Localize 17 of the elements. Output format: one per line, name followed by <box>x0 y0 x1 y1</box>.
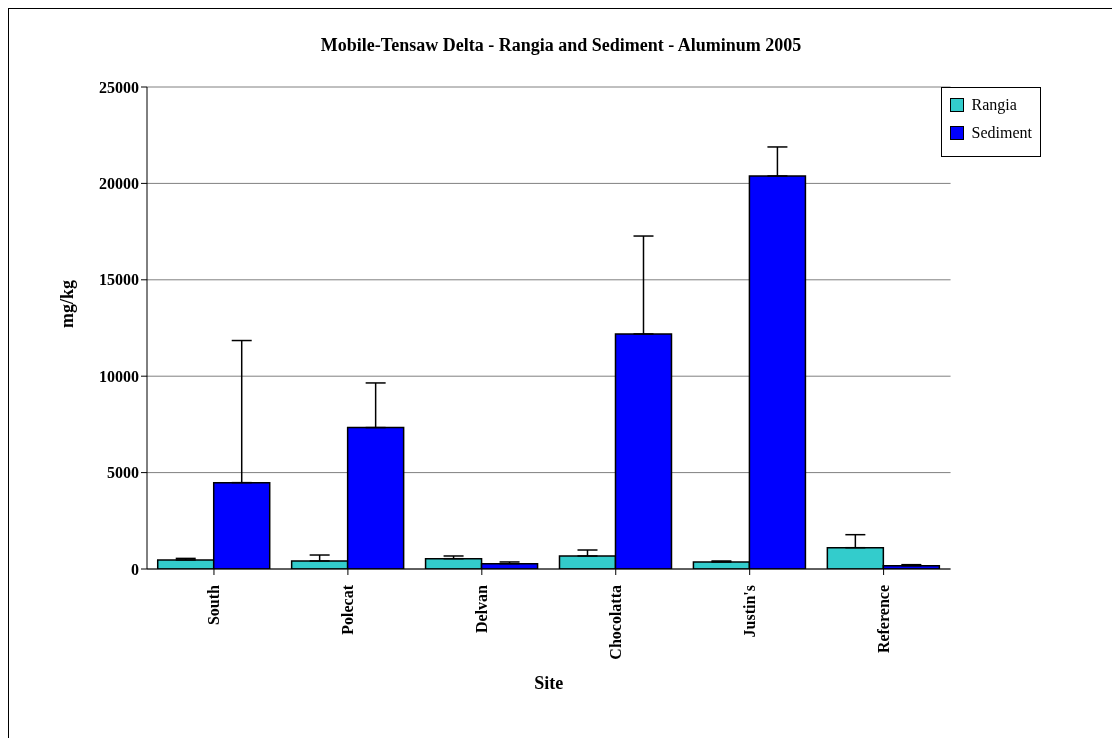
x-tick-label: Reference <box>875 585 893 654</box>
y-tick-label: 10000 <box>99 367 139 385</box>
y-tick-label: 15000 <box>99 271 139 289</box>
y-tick-label: 5000 <box>107 464 139 482</box>
y-tick-label: 0 <box>131 560 139 578</box>
y-tick-label: 20000 <box>99 175 139 193</box>
y-axis-title: mg/kg <box>57 279 78 328</box>
x-tick-label: South <box>205 584 223 626</box>
legend-label: Sediment <box>971 124 1032 142</box>
legend-label: Rangia <box>971 96 1017 114</box>
x-tick-label: Delvan <box>473 584 491 633</box>
x-tick-label: Chocolatta <box>607 585 625 660</box>
chart-title: Mobile-Tensaw Delta - Rangia and Sediment - Aluminum 2005 <box>319 35 803 56</box>
y-tick-label: 25000 <box>99 78 139 96</box>
x-tick-label: Justin's <box>741 585 759 638</box>
x-axis-title: Site <box>534 673 564 693</box>
x-tick-label: Polecat <box>339 584 357 635</box>
